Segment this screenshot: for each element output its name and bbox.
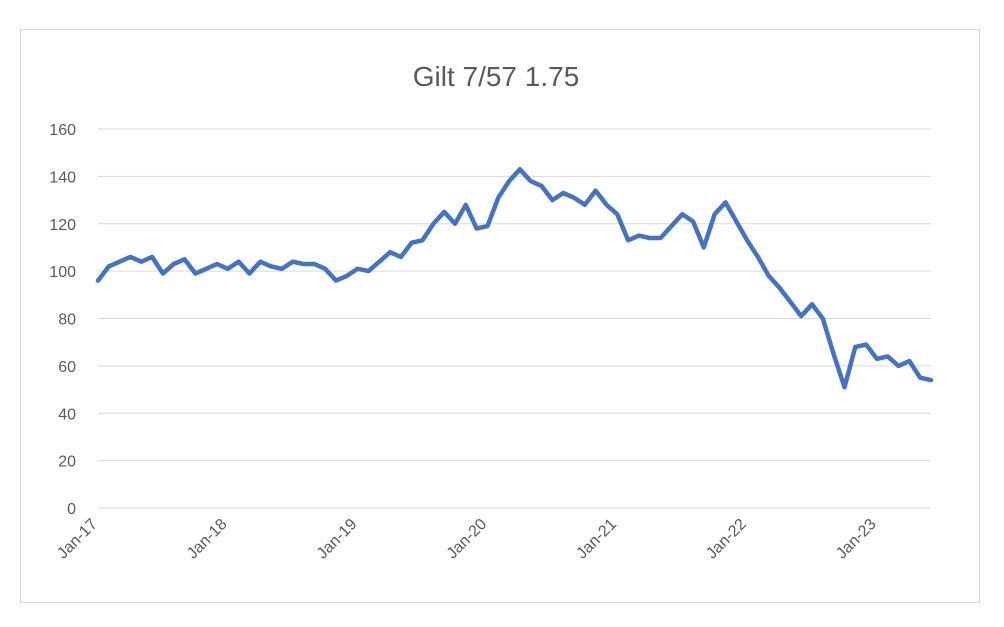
y-tick-label: 40 — [58, 406, 76, 423]
x-tick-label: Jan-23 — [833, 516, 880, 563]
y-tick-label: 160 — [49, 122, 76, 139]
y-tick-label: 140 — [49, 169, 76, 186]
line-chart: Gilt 7/57 1.75 0 20 40 60 80 100 120 140 160 Jan… — [49, 61, 934, 563]
y-tick-label: 80 — [58, 312, 76, 329]
chart-container: Gilt 7/57 1.75 0 20 40 60 80 100 120 140 160 Jan… — [20, 29, 980, 603]
x-axis-ticks: Jan-17 Jan-18 Jan-19 Jan-20 Jan-21 Jan-22 Jan-… — [54, 516, 880, 563]
y-tick-label: 100 — [49, 264, 76, 281]
x-tick-label: Jan-19 — [314, 516, 361, 563]
series-line-0 — [95, 167, 934, 390]
x-tick-label: Jan-17 — [54, 516, 101, 563]
y-tick-label: 120 — [49, 217, 76, 234]
x-tick-label: Jan-18 — [184, 516, 231, 563]
gridlines — [98, 128, 931, 509]
y-axis-ticks: 0 20 40 60 80 100 120 140 160 — [49, 122, 76, 518]
x-tick-label: Jan-22 — [703, 516, 750, 563]
y-tick-label: 0 — [67, 501, 76, 518]
x-tick-label: Jan-21 — [573, 516, 620, 563]
series-layer — [95, 167, 934, 390]
x-tick-label: Jan-20 — [444, 516, 491, 563]
chart-title: Gilt 7/57 1.75 — [413, 61, 580, 92]
y-tick-label: 60 — [58, 359, 76, 376]
y-tick-label: 20 — [58, 454, 76, 471]
